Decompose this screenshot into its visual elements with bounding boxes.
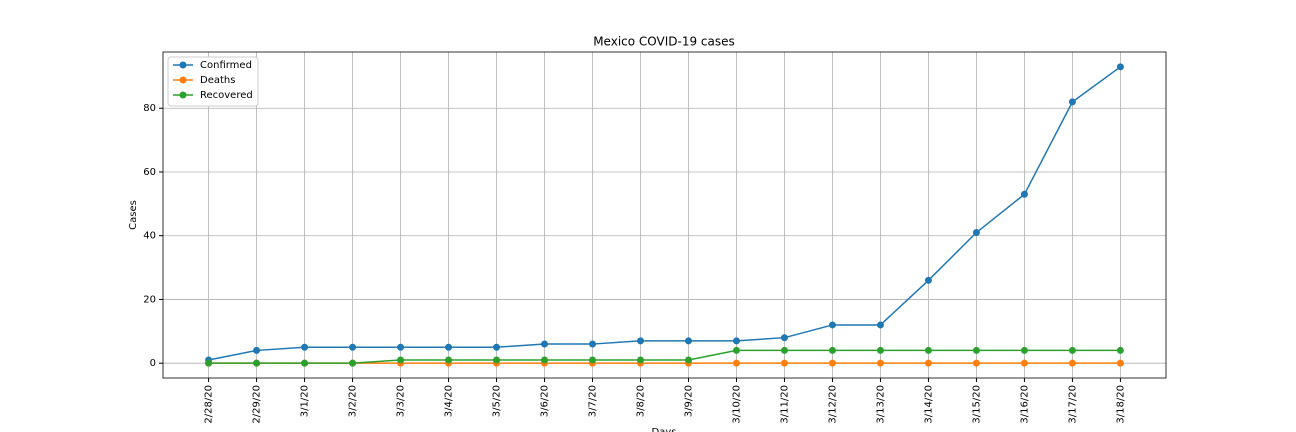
data-point bbox=[828, 359, 836, 367]
data-point bbox=[876, 346, 884, 354]
data-point bbox=[732, 359, 740, 367]
x-tick-label: 3/9/20 bbox=[683, 385, 694, 417]
series-line bbox=[208, 66, 1121, 361]
x-tick-label: 2/29/20 bbox=[252, 385, 263, 424]
plot-frame bbox=[162, 51, 1167, 379]
data-point bbox=[253, 359, 261, 367]
data-point bbox=[732, 346, 740, 354]
data-point bbox=[924, 346, 932, 354]
data-point bbox=[637, 356, 645, 364]
data-point bbox=[732, 337, 740, 345]
x-tick-label: 3/16/20 bbox=[1019, 385, 1030, 424]
data-point bbox=[684, 337, 692, 345]
data-point bbox=[780, 346, 788, 354]
data-point bbox=[1020, 190, 1028, 198]
legend-label: Recovered bbox=[200, 90, 253, 101]
y-tick-label: 60 bbox=[143, 167, 156, 178]
x-tick-label: 3/15/20 bbox=[971, 385, 982, 424]
data-point bbox=[1116, 346, 1124, 354]
data-point bbox=[637, 337, 645, 345]
data-point bbox=[349, 343, 357, 351]
data-point bbox=[1020, 359, 1028, 367]
data-point bbox=[780, 334, 788, 342]
y-axis-label: Cases bbox=[128, 200, 139, 230]
data-point bbox=[397, 343, 405, 351]
x-tick-label: 3/7/20 bbox=[588, 385, 599, 417]
data-point bbox=[589, 356, 597, 364]
y-tick-label: 80 bbox=[143, 103, 156, 114]
x-tick-label: 3/8/20 bbox=[636, 385, 647, 417]
data-point bbox=[876, 359, 884, 367]
x-tick-label: 3/5/20 bbox=[492, 385, 503, 417]
data-point bbox=[301, 359, 309, 367]
legend-label: Deaths bbox=[200, 75, 235, 86]
data-point bbox=[445, 356, 453, 364]
x-tick-label: 3/14/20 bbox=[923, 385, 934, 424]
data-point bbox=[1116, 359, 1124, 367]
legend-marker bbox=[179, 76, 187, 84]
chart-title: Mexico COVID-19 cases bbox=[593, 35, 735, 49]
data-point bbox=[828, 321, 836, 329]
x-tick-label: 3/4/20 bbox=[444, 385, 455, 417]
data-point bbox=[828, 346, 836, 354]
data-point bbox=[445, 343, 453, 351]
legend-marker bbox=[179, 91, 187, 99]
data-point bbox=[924, 276, 932, 284]
x-tick-label: 3/13/20 bbox=[875, 385, 886, 424]
data-point bbox=[541, 356, 549, 364]
data-point bbox=[876, 321, 884, 329]
data-point bbox=[972, 346, 980, 354]
data-point bbox=[493, 343, 501, 351]
x-tick-label: 3/17/20 bbox=[1067, 385, 1078, 424]
x-axis-label: Days bbox=[652, 427, 677, 432]
data-point bbox=[1068, 359, 1076, 367]
legend-box bbox=[167, 56, 259, 107]
x-tick-label: 3/6/20 bbox=[540, 385, 551, 417]
data-point bbox=[924, 359, 932, 367]
y-tick-label: 20 bbox=[143, 294, 156, 305]
x-tick-label: 2/28/20 bbox=[204, 385, 215, 424]
y-tick-label: 40 bbox=[143, 231, 156, 242]
data-point bbox=[397, 356, 405, 364]
data-point bbox=[205, 359, 213, 367]
legend-label: Confirmed bbox=[200, 60, 252, 71]
data-point bbox=[493, 356, 501, 364]
x-tick-label: 3/3/20 bbox=[396, 385, 407, 417]
data-point bbox=[349, 359, 357, 367]
legend-marker bbox=[179, 61, 187, 69]
data-point bbox=[253, 346, 261, 354]
x-tick-label: 3/2/20 bbox=[348, 385, 359, 417]
data-point bbox=[541, 340, 549, 348]
data-point bbox=[589, 340, 597, 348]
x-tick-label: 3/12/20 bbox=[827, 385, 838, 424]
data-point bbox=[1020, 346, 1028, 354]
data-point bbox=[684, 356, 692, 364]
data-point bbox=[1068, 346, 1076, 354]
x-tick-label: 3/10/20 bbox=[731, 385, 742, 424]
data-point bbox=[301, 343, 309, 351]
data-point bbox=[972, 229, 980, 237]
x-tick-label: 3/11/20 bbox=[779, 385, 790, 424]
y-tick-label: 0 bbox=[150, 358, 156, 369]
data-point bbox=[972, 359, 980, 367]
series-line bbox=[208, 349, 1121, 364]
x-tick-label: 3/1/20 bbox=[300, 385, 311, 417]
data-point bbox=[1068, 98, 1076, 106]
x-tick-label: 3/18/20 bbox=[1115, 385, 1126, 424]
data-point bbox=[1116, 63, 1124, 71]
data-point bbox=[780, 359, 788, 367]
